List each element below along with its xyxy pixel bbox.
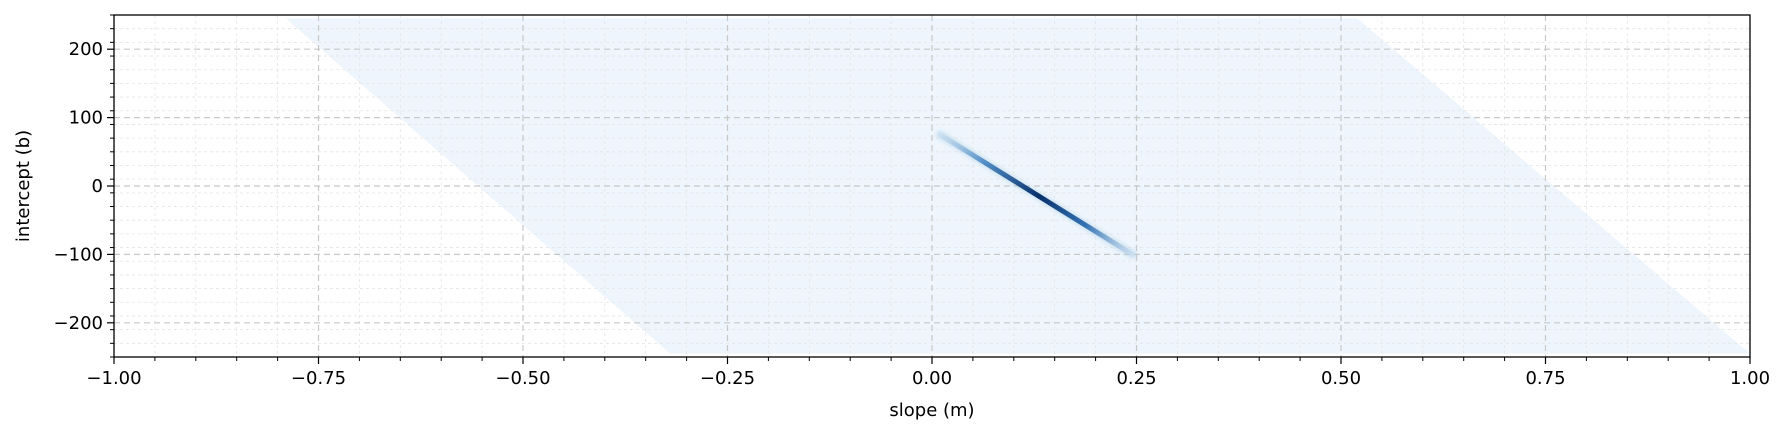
y-tick-label: −100 xyxy=(54,244,103,265)
y-tick-label: 100 xyxy=(69,108,103,129)
y-axis-label: intercept (b) xyxy=(13,130,34,242)
x-tick-label: −1.00 xyxy=(86,368,141,389)
high-density-ridge xyxy=(935,130,1137,259)
x-tick-label: 0.50 xyxy=(1321,368,1361,389)
x-axis-ticks: −1.00 −0.75 −0.50 −0.25 0.00 0.25 0.50 0.75 1.00 xyxy=(86,357,1770,389)
x-tick-label: 0.00 xyxy=(912,368,952,389)
ridge-core xyxy=(937,132,1135,257)
grid-lines xyxy=(114,15,1750,357)
x-tick-label: 0.75 xyxy=(1525,368,1565,389)
y-tick-label: 200 xyxy=(69,39,103,60)
x-tick-label: −0.25 xyxy=(700,368,755,389)
x-tick-label: 1.00 xyxy=(1730,368,1770,389)
y-tick-label: 0 xyxy=(92,176,103,197)
x-tick-label: −0.50 xyxy=(495,368,550,389)
x-tick-label: 0.25 xyxy=(1116,368,1156,389)
y-tick-label: −200 xyxy=(54,313,103,334)
x-axis-label: slope (m) xyxy=(889,400,974,421)
y-axis-ticks: 200 100 0 −100 −200 xyxy=(54,14,114,358)
x-tick-label: −0.75 xyxy=(291,368,346,389)
